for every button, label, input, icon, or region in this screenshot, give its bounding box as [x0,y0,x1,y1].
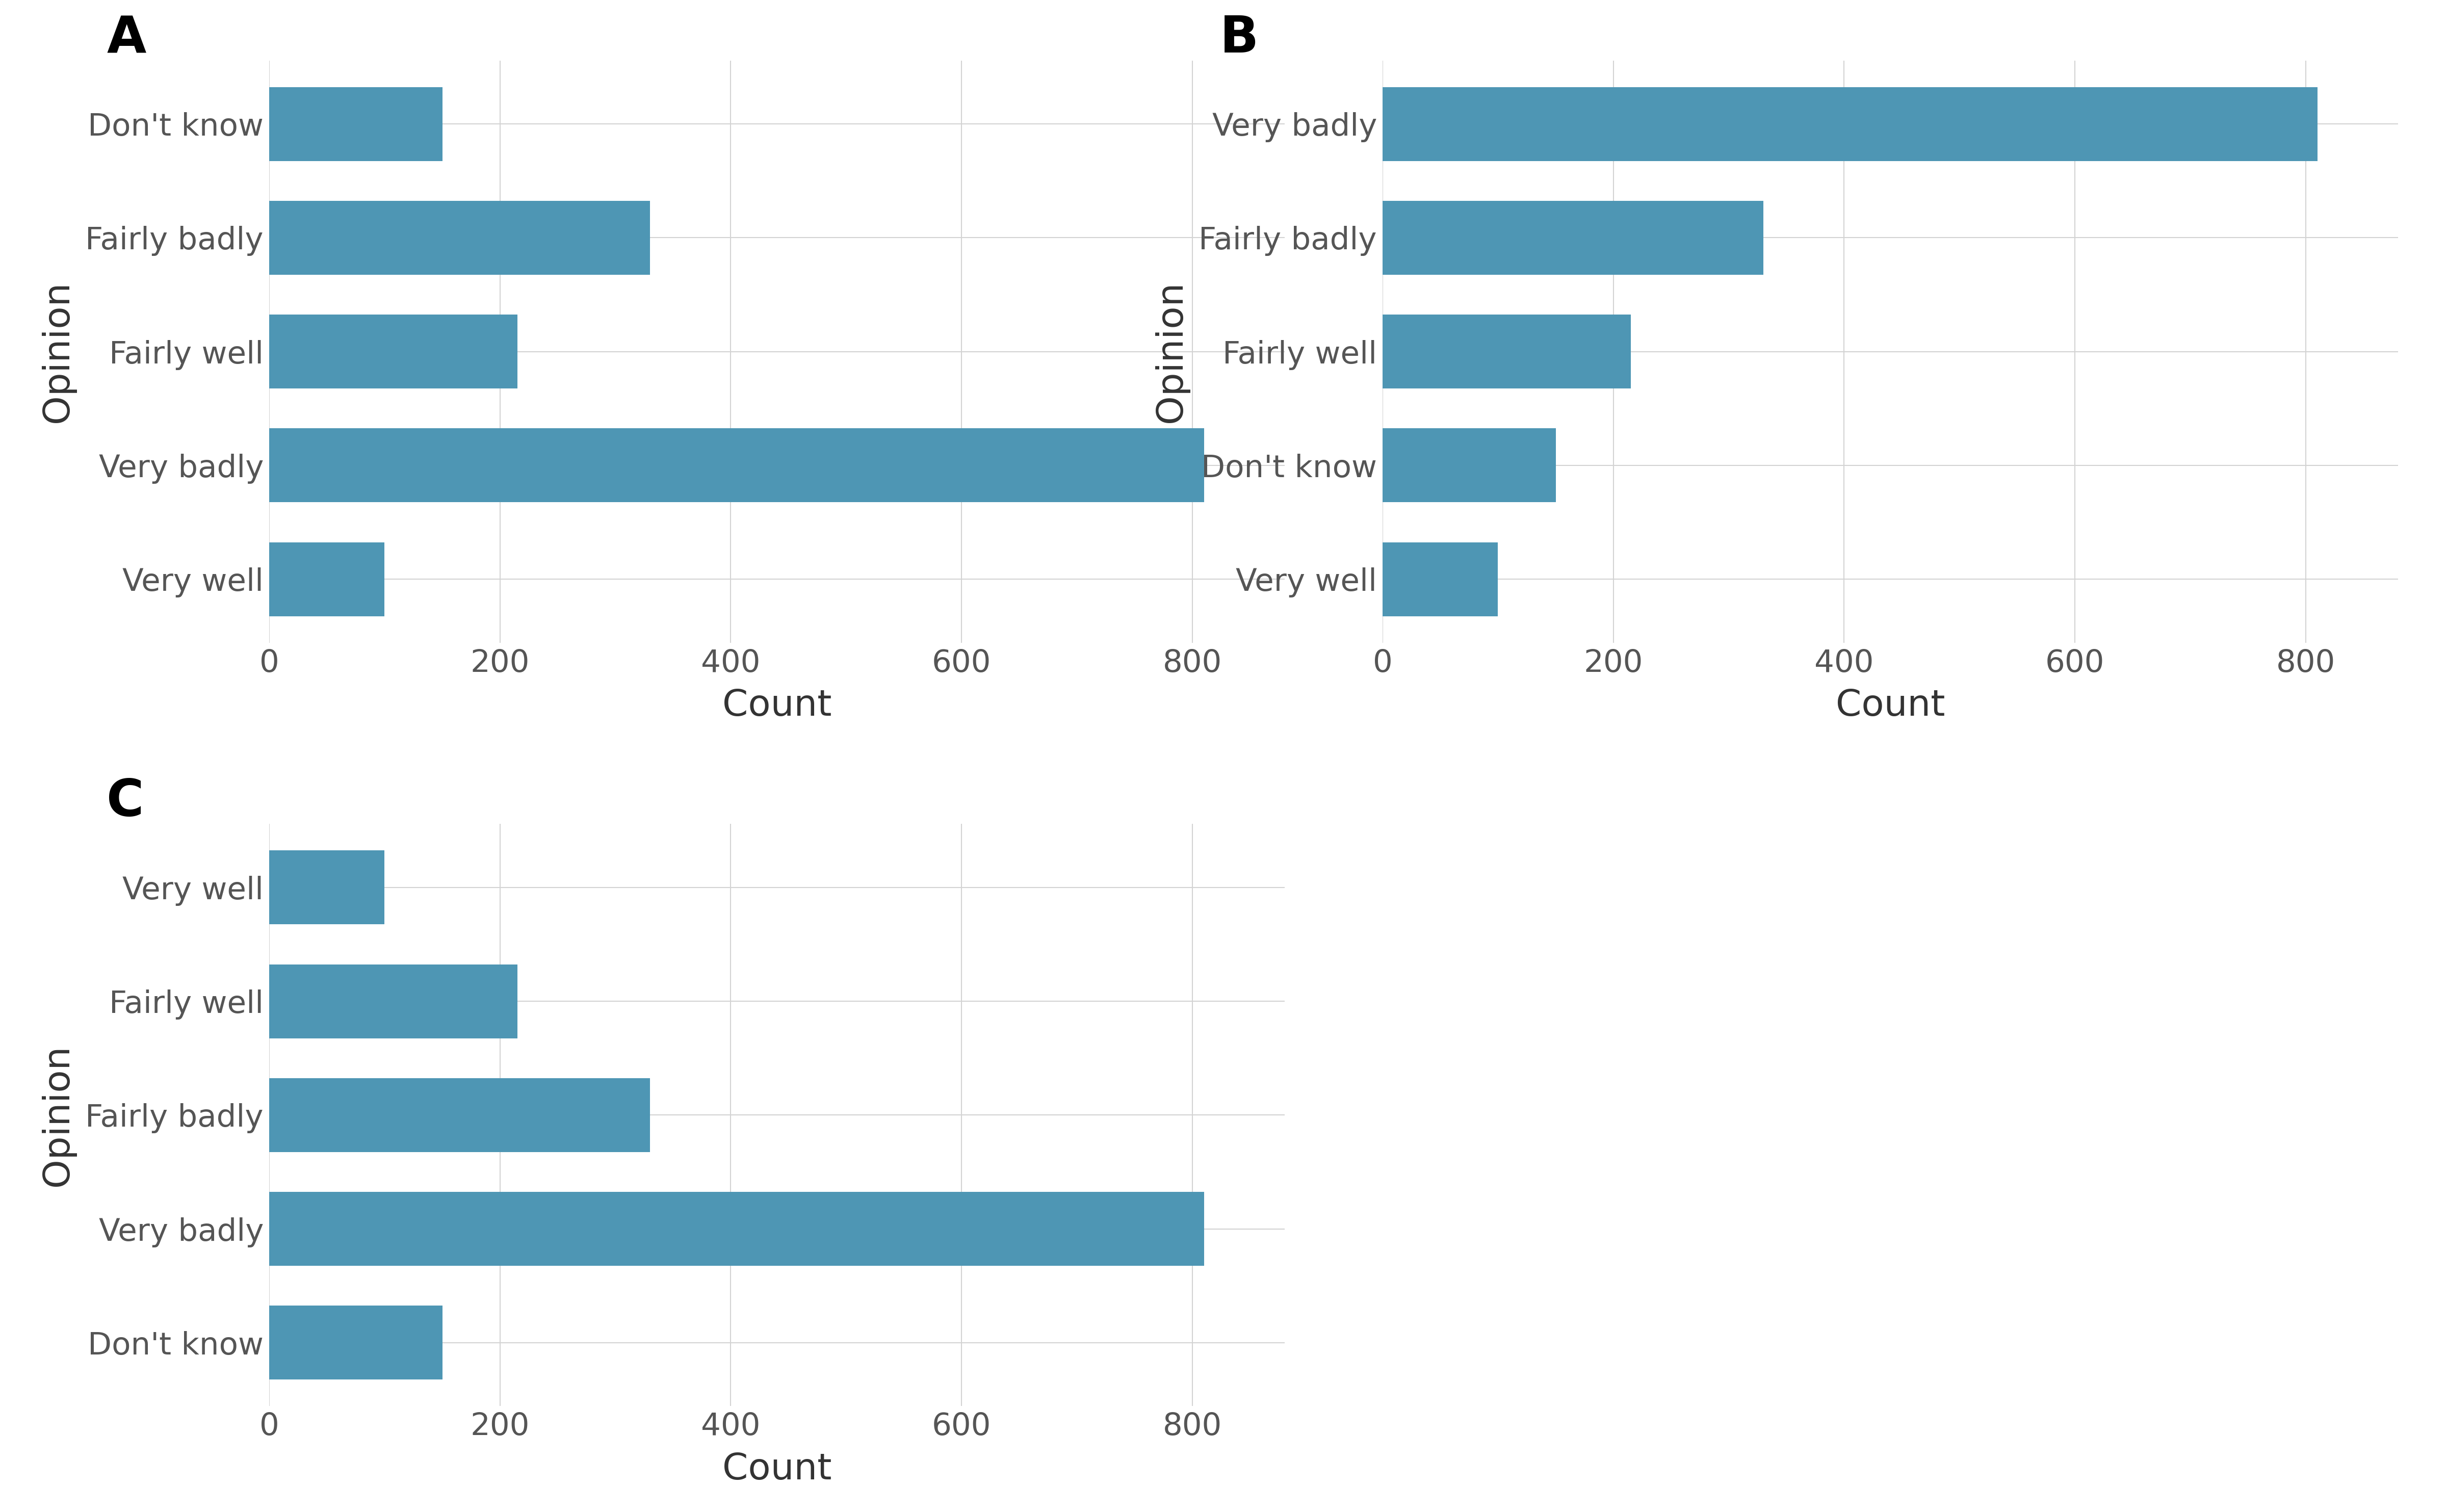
X-axis label: Count: Count [722,688,832,723]
Text: A: A [108,14,147,64]
Bar [269,314,516,389]
X-axis label: Count: Count [722,1452,832,1486]
Bar [269,428,1204,502]
Text: C: C [108,777,144,827]
Bar [269,1191,1204,1266]
Bar [1383,201,1764,275]
Y-axis label: Opinion: Opinion [1153,281,1189,422]
Bar [269,1078,651,1152]
Text: B: B [1221,14,1258,64]
Bar [269,850,384,924]
Y-axis label: Opinion: Opinion [39,1045,76,1185]
Bar [1383,428,1556,502]
Bar [1383,543,1498,617]
Bar [1383,88,2317,160]
Bar [269,965,516,1039]
Bar [269,88,443,160]
X-axis label: Count: Count [1835,688,1945,723]
Bar [269,1306,443,1379]
Bar [269,543,384,617]
Bar [269,201,651,275]
Bar [1383,314,1630,389]
Y-axis label: Opinion: Opinion [39,281,76,422]
